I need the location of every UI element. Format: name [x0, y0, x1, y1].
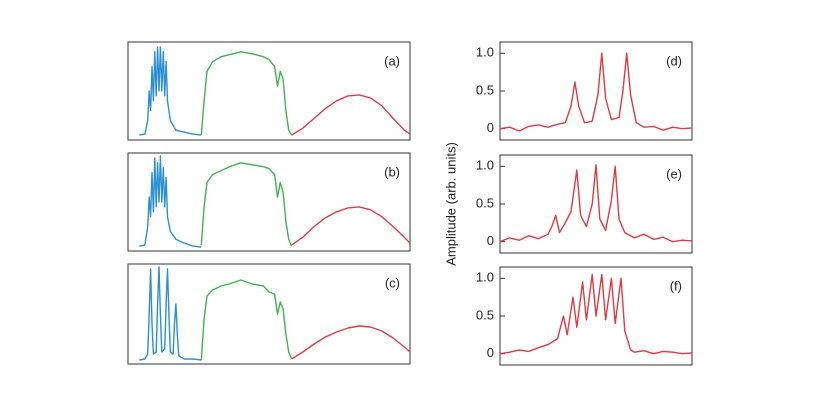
trace — [139, 46, 202, 136]
y-tick-label: 0 — [487, 233, 494, 248]
panel-label: (b) — [384, 164, 400, 179]
trace — [291, 325, 411, 360]
y-tick-label: 1.0 — [476, 270, 494, 285]
panel-label: (f) — [670, 278, 682, 293]
trace — [139, 266, 202, 361]
y-tick-label: 0.5 — [476, 307, 494, 322]
y-tick-label: 1.0 — [476, 158, 494, 173]
panel-frame — [499, 41, 693, 141]
trace — [291, 206, 411, 246]
y-tick-label: 0.5 — [476, 82, 494, 97]
panel-frame — [127, 263, 411, 365]
trace — [291, 94, 411, 136]
panel-label: (c) — [385, 275, 400, 290]
trace — [499, 164, 693, 243]
y-tick-label: 1.0 — [476, 45, 494, 60]
trace — [200, 162, 293, 247]
trace — [200, 279, 293, 361]
y-axis-label: Amplitude (arb. units) — [443, 142, 458, 266]
panel-frame — [127, 152, 411, 252]
trace — [499, 273, 693, 355]
y-tick-label: 0 — [487, 345, 494, 360]
trace — [499, 52, 693, 132]
panel-label: (d) — [666, 53, 682, 68]
trace — [139, 155, 202, 248]
panel-label: (a) — [384, 53, 400, 68]
panel-label: (e) — [666, 166, 682, 181]
trace — [200, 51, 293, 136]
y-tick-label: 0 — [487, 120, 494, 135]
y-tick-label: 0.5 — [476, 195, 494, 210]
panel-frame — [127, 41, 411, 141]
